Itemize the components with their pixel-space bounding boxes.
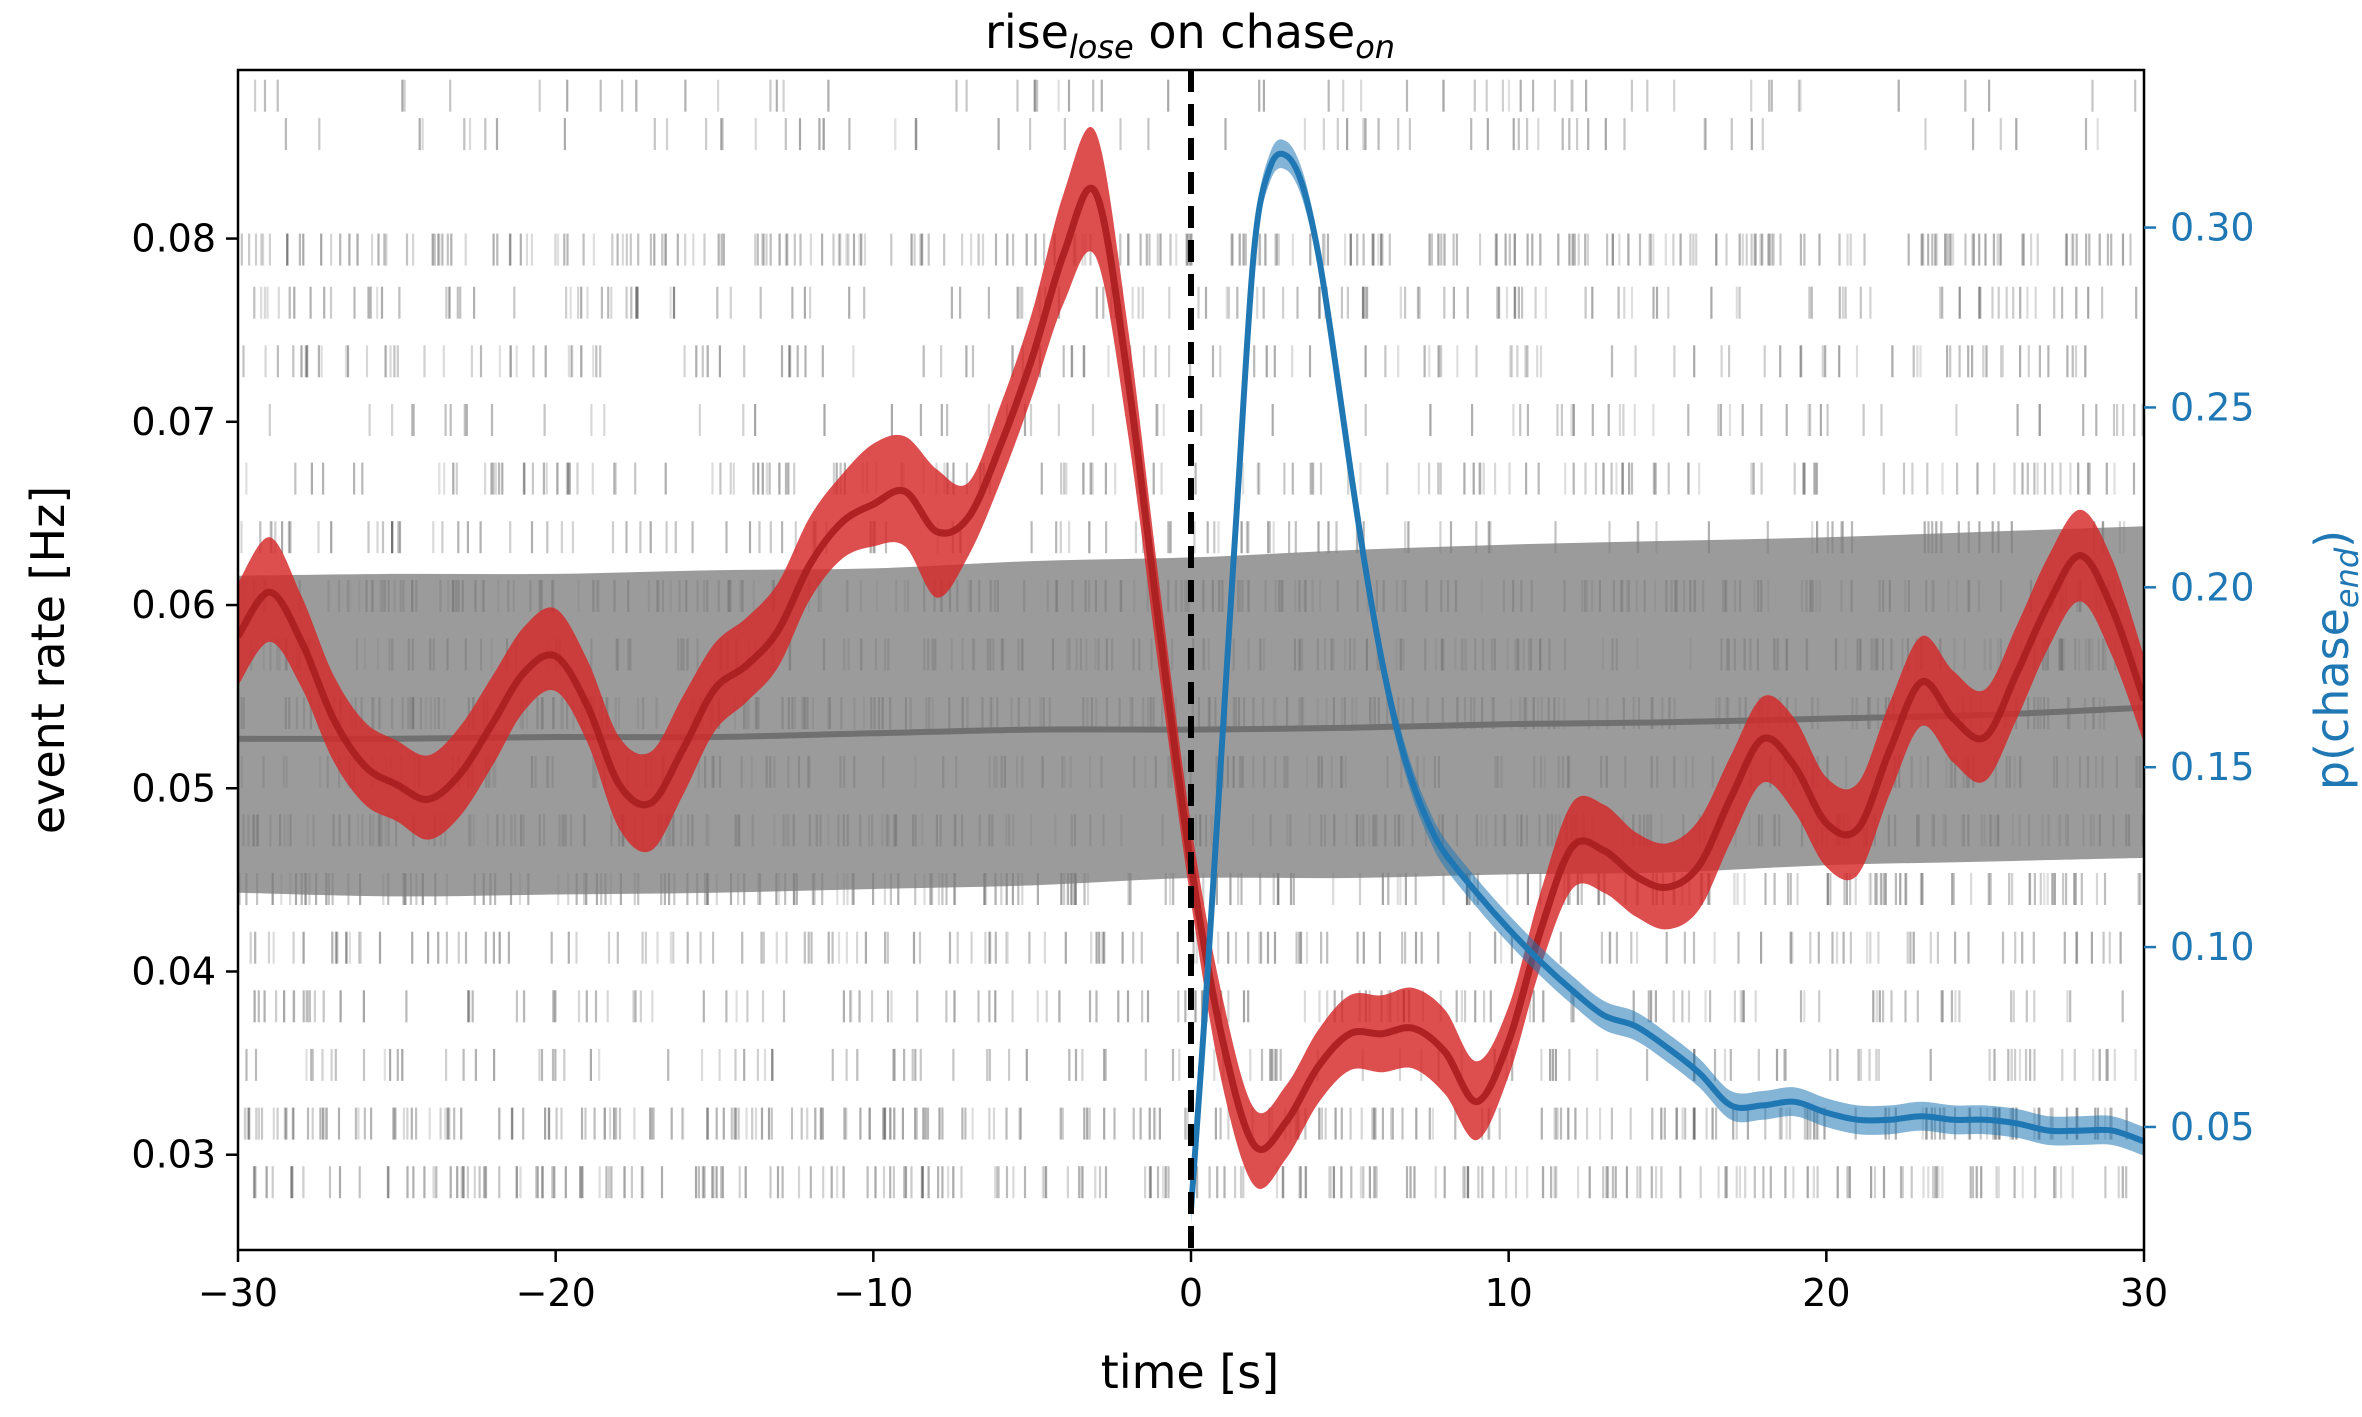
p-chase-line	[1188, 150, 2144, 1210]
y-tick-label-right: 0.25	[2170, 385, 2255, 429]
x-tick-label: 20	[1802, 1271, 1850, 1315]
event-rate-band	[238, 127, 2144, 1189]
y-tick-label: 0.03	[131, 1133, 216, 1177]
y-tick-label-right: 0.15	[2170, 745, 2255, 789]
x-tick-label: 30	[2120, 1271, 2168, 1315]
x-tick-label: −10	[833, 1271, 913, 1315]
x-tick-label: −30	[198, 1271, 278, 1315]
raster-row	[253, 286, 2138, 319]
raster-row	[240, 233, 2132, 266]
y-tick-label: 0.07	[131, 400, 216, 444]
y-tick-label: 0.04	[131, 949, 216, 993]
chart-title: riselose on chaseon	[985, 5, 1395, 66]
raster-row	[242, 345, 2087, 378]
x-tick-label: 0	[1179, 1271, 1203, 1315]
y-tick-label: 0.05	[131, 766, 216, 810]
y-tick-label: 0.08	[131, 217, 216, 261]
y-tick-label-right: 0.05	[2170, 1105, 2255, 1149]
raster-row	[249, 931, 2122, 964]
event-rate-group	[238, 127, 2144, 1189]
p-chase-group	[1188, 139, 2144, 1225]
raster-row	[252, 1166, 2128, 1199]
x-tick-label: 10	[1484, 1271, 1532, 1315]
baseline-band	[238, 526, 2144, 897]
raster-row	[268, 404, 2144, 436]
y-tick-label: 0.06	[131, 583, 216, 627]
y-axis-right: 0.05 0.10 0.15 0.20 0.25 0.30	[2144, 206, 2255, 1149]
raster-row	[254, 79, 2137, 112]
y-tick-label-right: 0.20	[2170, 565, 2255, 609]
event-rate-line	[238, 184, 2144, 1153]
y-tick-label-right: 0.10	[2170, 925, 2255, 969]
y-axis-label: event rate [Hz]	[21, 486, 75, 834]
y-axis-left: 0.03 0.04 0.05 0.06 0.07 0.08	[131, 217, 238, 1177]
x-axis: −30 −20 −10 0 10 20 30	[198, 1250, 2168, 1315]
y-tick-label-right: 0.30	[2170, 206, 2255, 250]
x-tick-label: −20	[516, 1271, 596, 1315]
x-axis-label: time [s]	[1101, 1345, 1279, 1399]
y-axis-label-right: p(chaseend)	[2305, 530, 2362, 790]
raster-row	[284, 118, 2099, 151]
